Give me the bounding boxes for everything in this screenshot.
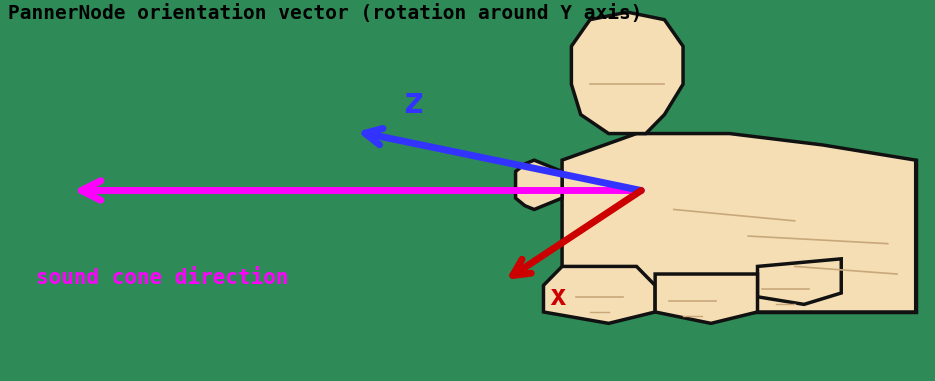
- Polygon shape: [571, 12, 683, 134]
- Polygon shape: [757, 259, 842, 304]
- Text: sound cone direction: sound cone direction: [36, 268, 288, 288]
- Polygon shape: [562, 134, 915, 312]
- Polygon shape: [543, 266, 655, 323]
- Polygon shape: [655, 274, 757, 323]
- Text: x: x: [549, 283, 566, 311]
- Polygon shape: [515, 160, 562, 210]
- Text: z: z: [402, 86, 424, 120]
- Polygon shape: [729, 160, 915, 312]
- Text: PannerNode orientation vector (rotation around Y axis): PannerNode orientation vector (rotation …: [8, 5, 643, 24]
